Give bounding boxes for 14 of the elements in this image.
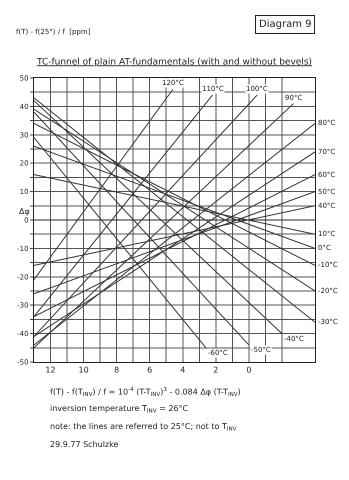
- x-tick-label: 8: [114, 366, 120, 375]
- x-axis-title: Δφ: [19, 207, 30, 216]
- text: inversion temperature T$_{INV}$ = 26°C: [50, 404, 188, 415]
- x-tick-label: 12: [45, 366, 56, 375]
- x-tick-label: 10: [78, 366, 89, 375]
- chart-title: TC-funnel of plain AT-fundamentals (with and without bevels): [36, 57, 312, 68]
- text: 29.9.77 Schulzke: [50, 440, 118, 449]
- text: f(T) - f(T$_{INV}$) / f = 10$^{-4}$ (T-T$_{INV}$)$^{3}$ - 0.084 Δφ (T-T$_{INV}$): [50, 387, 241, 398]
- x-tick-label: 6: [147, 366, 152, 375]
- x-tick-label: 0: [246, 366, 252, 375]
- text: Diagram 9: [259, 19, 312, 30]
- text: note: the lines are referred to 25°C; not to T$_{INV}$: [50, 422, 237, 433]
- x-tick-label: 2: [213, 366, 218, 375]
- x-tick-label: 4: [180, 366, 186, 375]
